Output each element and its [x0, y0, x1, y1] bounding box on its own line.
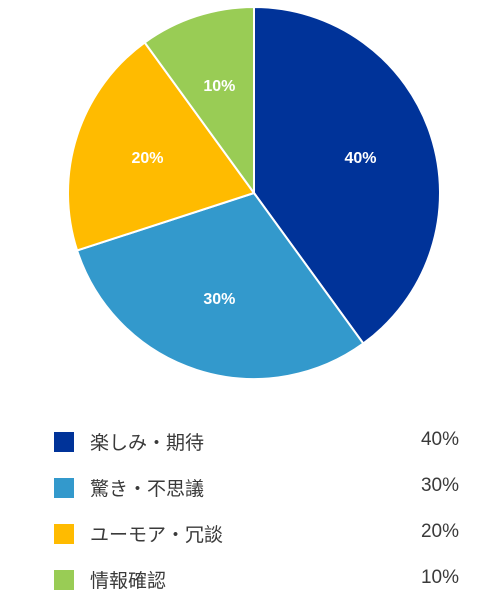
pie-slice	[67, 41, 256, 252]
slice-data-label: 30%	[203, 291, 235, 308]
legend-label: 情報確認	[90, 570, 167, 592]
legend-swatch	[54, 478, 74, 498]
legend-value: 40%	[420, 429, 459, 450]
pie-slice	[143, 5, 255, 197]
pie-chart: 40% 30% 20% 10%	[67, 5, 441, 380]
legend-value: 30%	[420, 475, 459, 496]
legend-item: ユーモア・冗談 20%	[54, 518, 459, 564]
slice-data-label: 20%	[131, 150, 163, 167]
legend-item: 驚き・不思議 30%	[54, 472, 459, 518]
slice-data-label: 40%	[345, 150, 377, 167]
legend-value: 10%	[420, 567, 459, 588]
legend-swatch	[54, 570, 74, 590]
legend-value: 20%	[420, 521, 459, 542]
legend-swatch	[54, 432, 74, 452]
slice-data-label: 10%	[203, 78, 235, 95]
legend-label: ユーモア・冗談	[90, 524, 224, 546]
legend-item: 情報確認 10%	[54, 564, 459, 610]
pie-slice	[253, 5, 441, 345]
legend: 楽しみ・期待 40% 驚き・不思議 30% ユーモア・冗談 20% 情報確認 1…	[54, 426, 459, 610]
pie-slice	[75, 191, 365, 380]
legend-item: 楽しみ・期待 40%	[54, 426, 459, 472]
legend-swatch	[54, 524, 74, 544]
legend-label: 楽しみ・期待	[90, 432, 205, 454]
legend-label: 驚き・不思議	[90, 478, 205, 500]
